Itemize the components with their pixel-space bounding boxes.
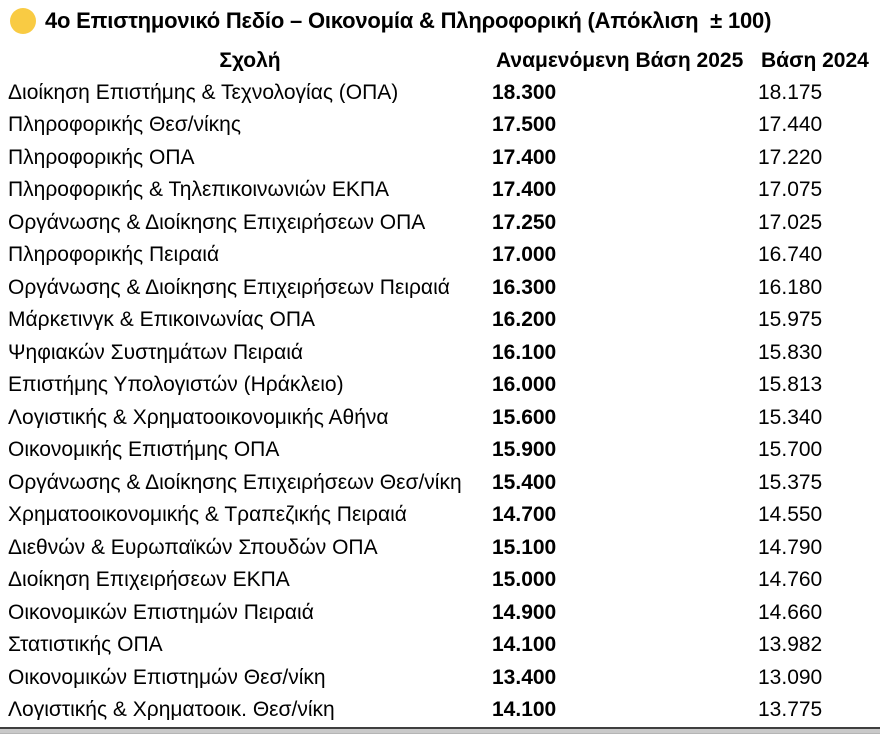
base-2024-value: 14.660 — [758, 601, 823, 623]
expected-base-2025-value: 18.300 — [492, 81, 557, 103]
base-2024-value: 14.550 — [758, 504, 823, 526]
expected-base-2025-value: 16.100 — [492, 341, 557, 363]
table-row: Πληροφορικής Πειραιά 17.000 16.740 — [0, 239, 880, 272]
table-row: Οργάνωσης & Διοίκησης Επιχειρήσεων Θεσ/ν… — [0, 466, 880, 499]
table-row: Οικονομικής Επιστήμης ΟΠΑ 15.900 15.700 — [0, 434, 880, 467]
expected-base-2025-value: 15.100 — [492, 536, 557, 558]
expected-base-2025-value: 14.100 — [492, 634, 557, 656]
column-header-base-2024: Βάση 2024 — [761, 49, 869, 71]
base-2024-value: 13.090 — [758, 666, 823, 688]
table-row: Οργάνωσης & Διοίκησης Επιχειρήσεων ΟΠΑ 1… — [0, 206, 880, 239]
table-row: Οικονομικών Επιστημών Πειραιά 14.900 14.… — [0, 596, 880, 629]
expected-base-2025-value: 15.000 — [492, 569, 557, 591]
table-row: Στατιστικής ΟΠΑ 14.100 13.982 — [0, 629, 880, 662]
base-2024-value: 16.740 — [758, 244, 823, 266]
base-2024-value: 14.790 — [758, 536, 823, 558]
base-2024-value: 14.760 — [758, 569, 823, 591]
table-row: Πληροφορικής & Τηλεπικοινωνιών ΕΚΠΑ 17.4… — [0, 174, 880, 207]
expected-base-2025-value: 15.600 — [492, 406, 557, 428]
school-name: Πληροφορικής Θεσ/νίκης — [8, 114, 241, 136]
base-2024-value: 15.700 — [758, 439, 823, 461]
expected-base-2025-value: 16.200 — [492, 309, 557, 331]
expected-base-2025-value: 14.100 — [492, 699, 557, 721]
school-name: Οικονομικής Επιστήμης ΟΠΑ — [8, 439, 280, 461]
base-2024-value: 18.175 — [758, 81, 823, 103]
table-row: Οικονομικών Επιστημών Θεσ/νίκη 13.400 13… — [0, 661, 880, 694]
base-2024-value: 17.025 — [758, 211, 823, 233]
table-row: Οργάνωσης & Διοίκησης Επιχειρήσεων Πειρα… — [0, 271, 880, 304]
base-2024-value: 17.440 — [758, 114, 823, 136]
table-row: Διοίκηση Επιχειρήσεων ΕΚΠΑ 15.000 14.760 — [0, 564, 880, 597]
school-name: Πληροφορικής Πειραιά — [8, 244, 220, 266]
expected-base-2025-value: 15.900 — [492, 439, 557, 461]
school-name: Οργάνωσης & Διοίκησης Επιχειρήσεων Θεσ/ν… — [8, 471, 462, 493]
school-name: Οικονομικών Επιστημών Πειραιά — [8, 601, 314, 623]
expected-base-2025-value: 17.250 — [492, 211, 557, 233]
table-row: Λογιστικής & Χρηματοοικ. Θεσ/νίκη 14.100… — [0, 694, 880, 727]
school-name: Χρηματοοικονομικής & Τραπεζικής Πειραιά — [8, 504, 407, 526]
expected-base-2025-value: 17.400 — [492, 179, 557, 201]
expected-base-2025-value: 17.500 — [492, 114, 557, 136]
admissions-table: Σχολή Αναμενόμενη Βάση 2025 Βάση 2024 Δι… — [0, 44, 880, 734]
table-row: Επιστήμης Υπολογιστών (Ηράκλειο) 16.000 … — [0, 369, 880, 402]
base-2024-value: 15.340 — [758, 406, 823, 428]
school-name: Διοίκηση Επιχειρήσεων ΕΚΠΑ — [8, 569, 290, 591]
table-row: Πληροφορικής Θεσ/νίκης 17.500 17.440 — [0, 109, 880, 142]
table-row: Ψηφιακών Συστημάτων Πειραιά 16.100 15.83… — [0, 336, 880, 369]
table-bottom-border — [0, 727, 880, 734]
school-name: Ψηφιακών Συστημάτων Πειραιά — [8, 341, 304, 363]
expected-base-2025-value: 16.000 — [492, 374, 557, 396]
column-header-expected-base-2025: Αναμενόμενη Βάση 2025 — [496, 49, 744, 71]
school-name: Διεθνών & Ευρωπαϊκών Σπουδών ΟΠΑ — [8, 536, 378, 558]
school-name: Λογιστικής & Χρηματοοικονομικής Αθήνα — [8, 406, 389, 428]
expected-base-2025-value: 17.400 — [492, 146, 557, 168]
school-name: Επιστήμης Υπολογιστών (Ηράκλειο) — [8, 374, 344, 396]
school-name: Λογιστικής & Χρηματοοικ. Θεσ/νίκη — [8, 699, 335, 721]
table-body: Διοίκηση Επιστήμης & Τεχνολογίας (ΟΠΑ) 1… — [0, 76, 880, 726]
school-name: Μάρκετινγκ & Επικοινωνίας ΟΠΑ — [8, 309, 315, 331]
school-name: Οργάνωσης & Διοίκησης Επιχειρήσεων ΟΠΑ — [8, 211, 426, 233]
expected-base-2025-value: 15.400 — [492, 471, 557, 493]
school-name: Πληροφορικής ΟΠΑ — [8, 146, 195, 168]
table-row: Χρηματοοικονομικής & Τραπεζικής Πειραιά … — [0, 499, 880, 532]
base-2024-value: 16.180 — [758, 276, 823, 298]
bullet-circle-icon — [10, 7, 36, 34]
expected-base-2025-value: 14.900 — [492, 601, 557, 623]
expected-base-2025-value: 17.000 — [492, 244, 557, 266]
page-title: 4ο Επιστημονικό Πεδίο – Οικονομία & Πληρ… — [45, 7, 772, 33]
school-name: Στατιστικής ΟΠΑ — [8, 634, 163, 656]
base-2024-value: 17.075 — [758, 179, 823, 201]
table-row: Διεθνών & Ευρωπαϊκών Σπουδών ΟΠΑ 15.100 … — [0, 531, 880, 564]
table-row: Λογιστικής & Χρηματοοικονομικής Αθήνα 15… — [0, 401, 880, 434]
base-2024-value: 13.982 — [758, 634, 823, 656]
table-row: Διοίκηση Επιστήμης & Τεχνολογίας (ΟΠΑ) 1… — [0, 76, 880, 109]
title-row: 4ο Επιστημονικό Πεδίο – Οικονομία & Πληρ… — [0, 0, 880, 36]
base-2024-value: 15.375 — [758, 471, 823, 493]
base-2024-value: 15.830 — [758, 341, 823, 363]
base-2024-value: 15.975 — [758, 309, 823, 331]
base-2024-value: 17.220 — [758, 146, 823, 168]
school-name: Πληροφορικής & Τηλεπικοινωνιών ΕΚΠΑ — [8, 179, 390, 201]
table-row: Πληροφορικής ΟΠΑ 17.400 17.220 — [0, 141, 880, 174]
school-name: Οργάνωσης & Διοίκησης Επιχειρήσεων Πειρα… — [8, 276, 450, 298]
table-row: Μάρκετινγκ & Επικοινωνίας ΟΠΑ 16.200 15.… — [0, 304, 880, 337]
expected-base-2025-value: 16.300 — [492, 276, 557, 298]
school-name: Οικονομικών Επιστημών Θεσ/νίκη — [8, 666, 326, 688]
base-2024-value: 15.813 — [758, 374, 823, 396]
expected-base-2025-value: 14.700 — [492, 504, 557, 526]
table-header-row: Σχολή Αναμενόμενη Βάση 2025 Βάση 2024 — [0, 44, 880, 76]
school-name: Διοίκηση Επιστήμης & Τεχνολογίας (ΟΠΑ) — [8, 81, 399, 103]
base-2024-value: 13.775 — [758, 699, 823, 721]
expected-base-2025-value: 13.400 — [492, 666, 557, 688]
column-header-school: Σχολή — [219, 49, 281, 71]
